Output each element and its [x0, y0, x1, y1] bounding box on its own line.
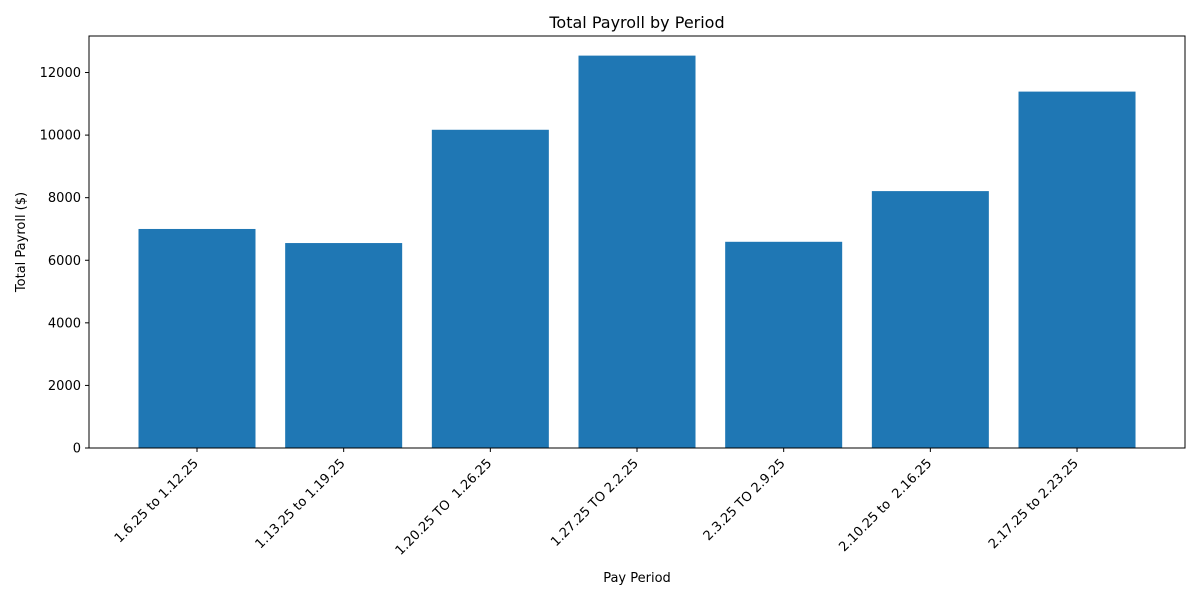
bar: [285, 243, 403, 448]
x-tick-label: 1.13.25 to 1.19.25: [253, 456, 349, 552]
y-tick-label: 6000: [48, 254, 81, 269]
x-axis: 1.6.25 to 1.12.25 1.13.25 to 1.19.25 1.20.…: [112, 448, 1082, 559]
y-axis: 0 2000 4000 6000 8000 10000 12000: [40, 66, 89, 457]
x-tick-label: 2.10.25 to 2.16.25: [836, 456, 935, 555]
x-tick-label: 2.17.25 to 2.23.25: [986, 456, 1082, 552]
y-tick-label: 10000: [40, 129, 81, 144]
bar: [1018, 91, 1136, 449]
chart-title: Total Payroll by Period: [548, 13, 724, 32]
x-tick-label: 1.27.25 TO 2.2.25: [548, 456, 642, 550]
y-tick-label: 4000: [48, 316, 81, 331]
plot-frame: [88, 35, 1186, 449]
bar: [725, 241, 843, 448]
x-tick-label: 1.6.25 to 1.12.25: [112, 456, 202, 546]
bar: [578, 55, 696, 448]
bar: [138, 228, 256, 448]
y-tick-label: 2000: [48, 379, 81, 394]
x-tick-label: 1.20.25 TO 1.26.25: [393, 456, 495, 558]
bar: [431, 129, 549, 449]
x-axis-label: Pay Period: [603, 571, 671, 586]
y-axis-label: Total Payroll ($): [14, 192, 29, 293]
bars: [138, 55, 1136, 449]
x-tick-label: 2.3.25 TO 2.9.25: [701, 456, 789, 544]
bar: [871, 191, 989, 448]
y-tick-label: 0: [73, 442, 81, 457]
y-tick-label: 12000: [40, 66, 81, 81]
y-tick-label: 8000: [48, 191, 81, 206]
